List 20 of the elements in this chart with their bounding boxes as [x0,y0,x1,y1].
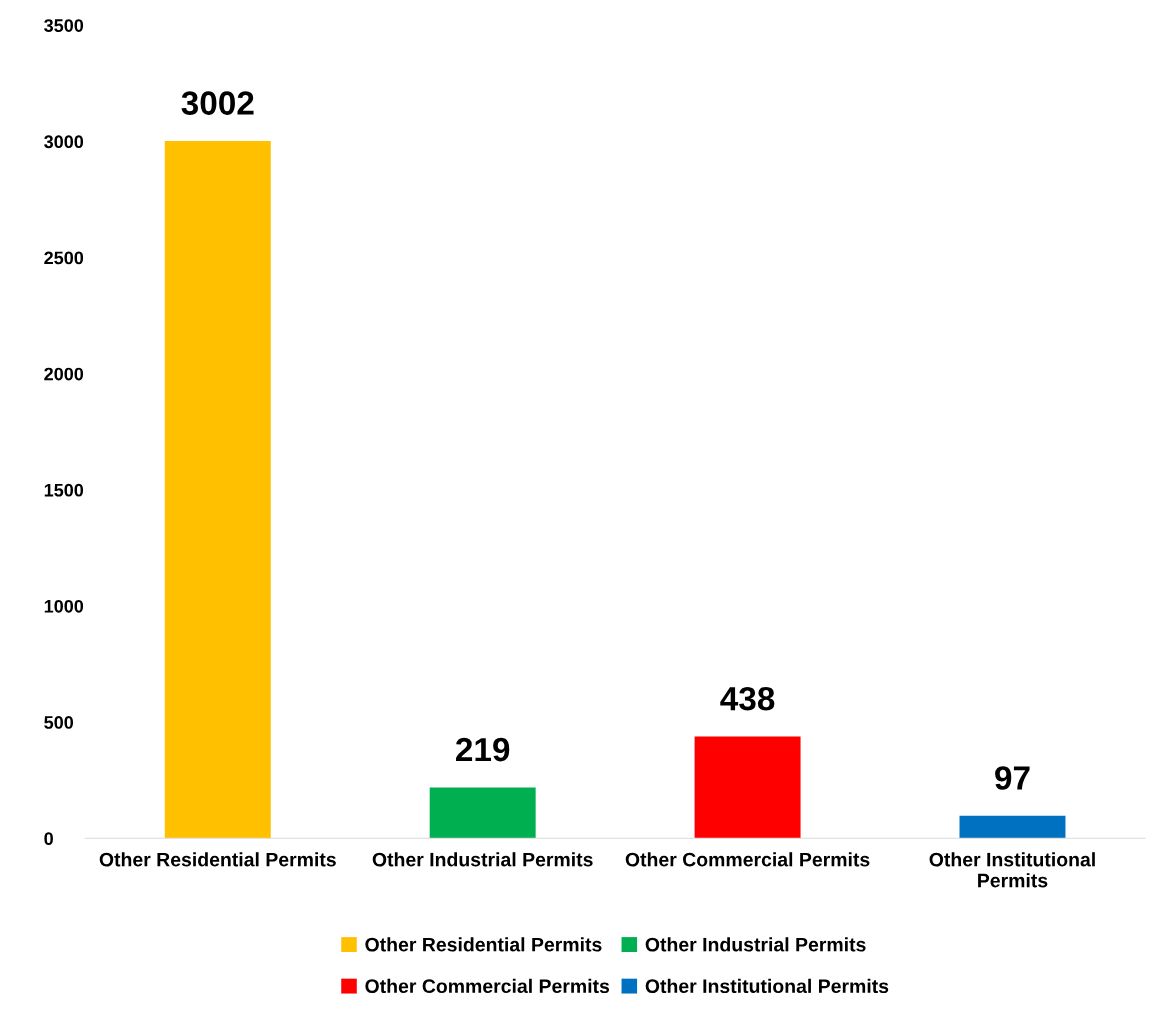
y-tick-label: 3000 [44,135,84,149]
data-label: 97 [995,766,1030,790]
x-tick-label: Other Commercial Permits [625,852,870,867]
y-tick-label: 1500 [44,483,84,497]
x-tick-label: Other Industrial Permits [372,852,593,867]
data-label: 219 [456,737,510,762]
y-tick-label: 0 [44,832,53,846]
legend-label: Other Institutional Permits [645,978,889,994]
legend-label: Other Residential Permits [365,937,602,952]
y-tick-label: 2500 [44,251,84,265]
data-label: 3002 [181,91,254,115]
legend-label: Other Industrial Permits [645,937,866,952]
y-tick-label: 2000 [44,367,84,381]
x-tick-label: Other Institutional Permits [929,852,1095,888]
y-tick-label: 500 [44,716,74,729]
x-tick-label: Other Residential Permits [99,852,336,867]
data-label: 438 [720,686,775,711]
y-tick-label: 1000 [44,599,84,613]
y-tick-label: 3500 [44,19,84,32]
legend-label: Other Commercial Permits [365,978,610,994]
